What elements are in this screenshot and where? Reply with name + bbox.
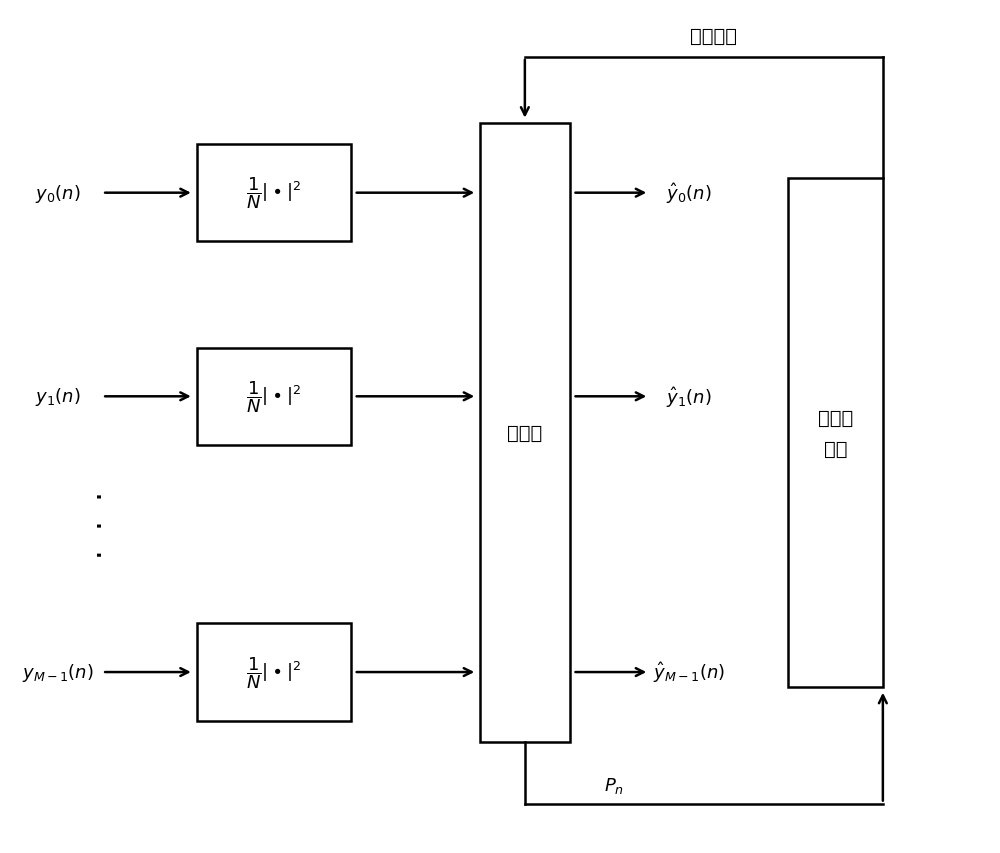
- Text: $\hat{y}_{M-1}$$(n)$: $\hat{y}_{M-1}$$(n)$: [653, 660, 725, 685]
- Text: $\dfrac{1}{N}|\bullet|^{2}$: $\dfrac{1}{N}|\bullet|^{2}$: [246, 176, 301, 212]
- Text: $\hat{y}_{1}$$(n)$: $\hat{y}_{1}$$(n)$: [666, 385, 712, 409]
- Text: $P_n$: $P_n$: [604, 775, 624, 795]
- Text: 判决门限: 判决门限: [690, 27, 737, 46]
- Text: ·  ·  ·: · · ·: [88, 490, 117, 558]
- Bar: [788, 179, 883, 688]
- Text: 自适应
门限: 自适应 门限: [818, 409, 853, 458]
- Text: 判决器: 判决器: [507, 424, 542, 443]
- Bar: [197, 145, 351, 242]
- Bar: [480, 124, 570, 743]
- Bar: [197, 624, 351, 721]
- Text: $\dfrac{1}{N}|\bullet|^{2}$: $\dfrac{1}{N}|\bullet|^{2}$: [246, 654, 301, 690]
- Bar: [197, 348, 351, 445]
- Text: $\dfrac{1}{N}|\bullet|^{2}$: $\dfrac{1}{N}|\bullet|^{2}$: [246, 379, 301, 415]
- Text: $y_{0}$$(n)$: $y_{0}$$(n)$: [35, 183, 80, 205]
- Text: $y_{1}$$(n)$: $y_{1}$$(n)$: [35, 386, 80, 408]
- Text: $\hat{y}_{0}$$(n)$: $\hat{y}_{0}$$(n)$: [666, 181, 712, 206]
- Text: $y_{M-1}$$(n)$: $y_{M-1}$$(n)$: [22, 661, 93, 683]
